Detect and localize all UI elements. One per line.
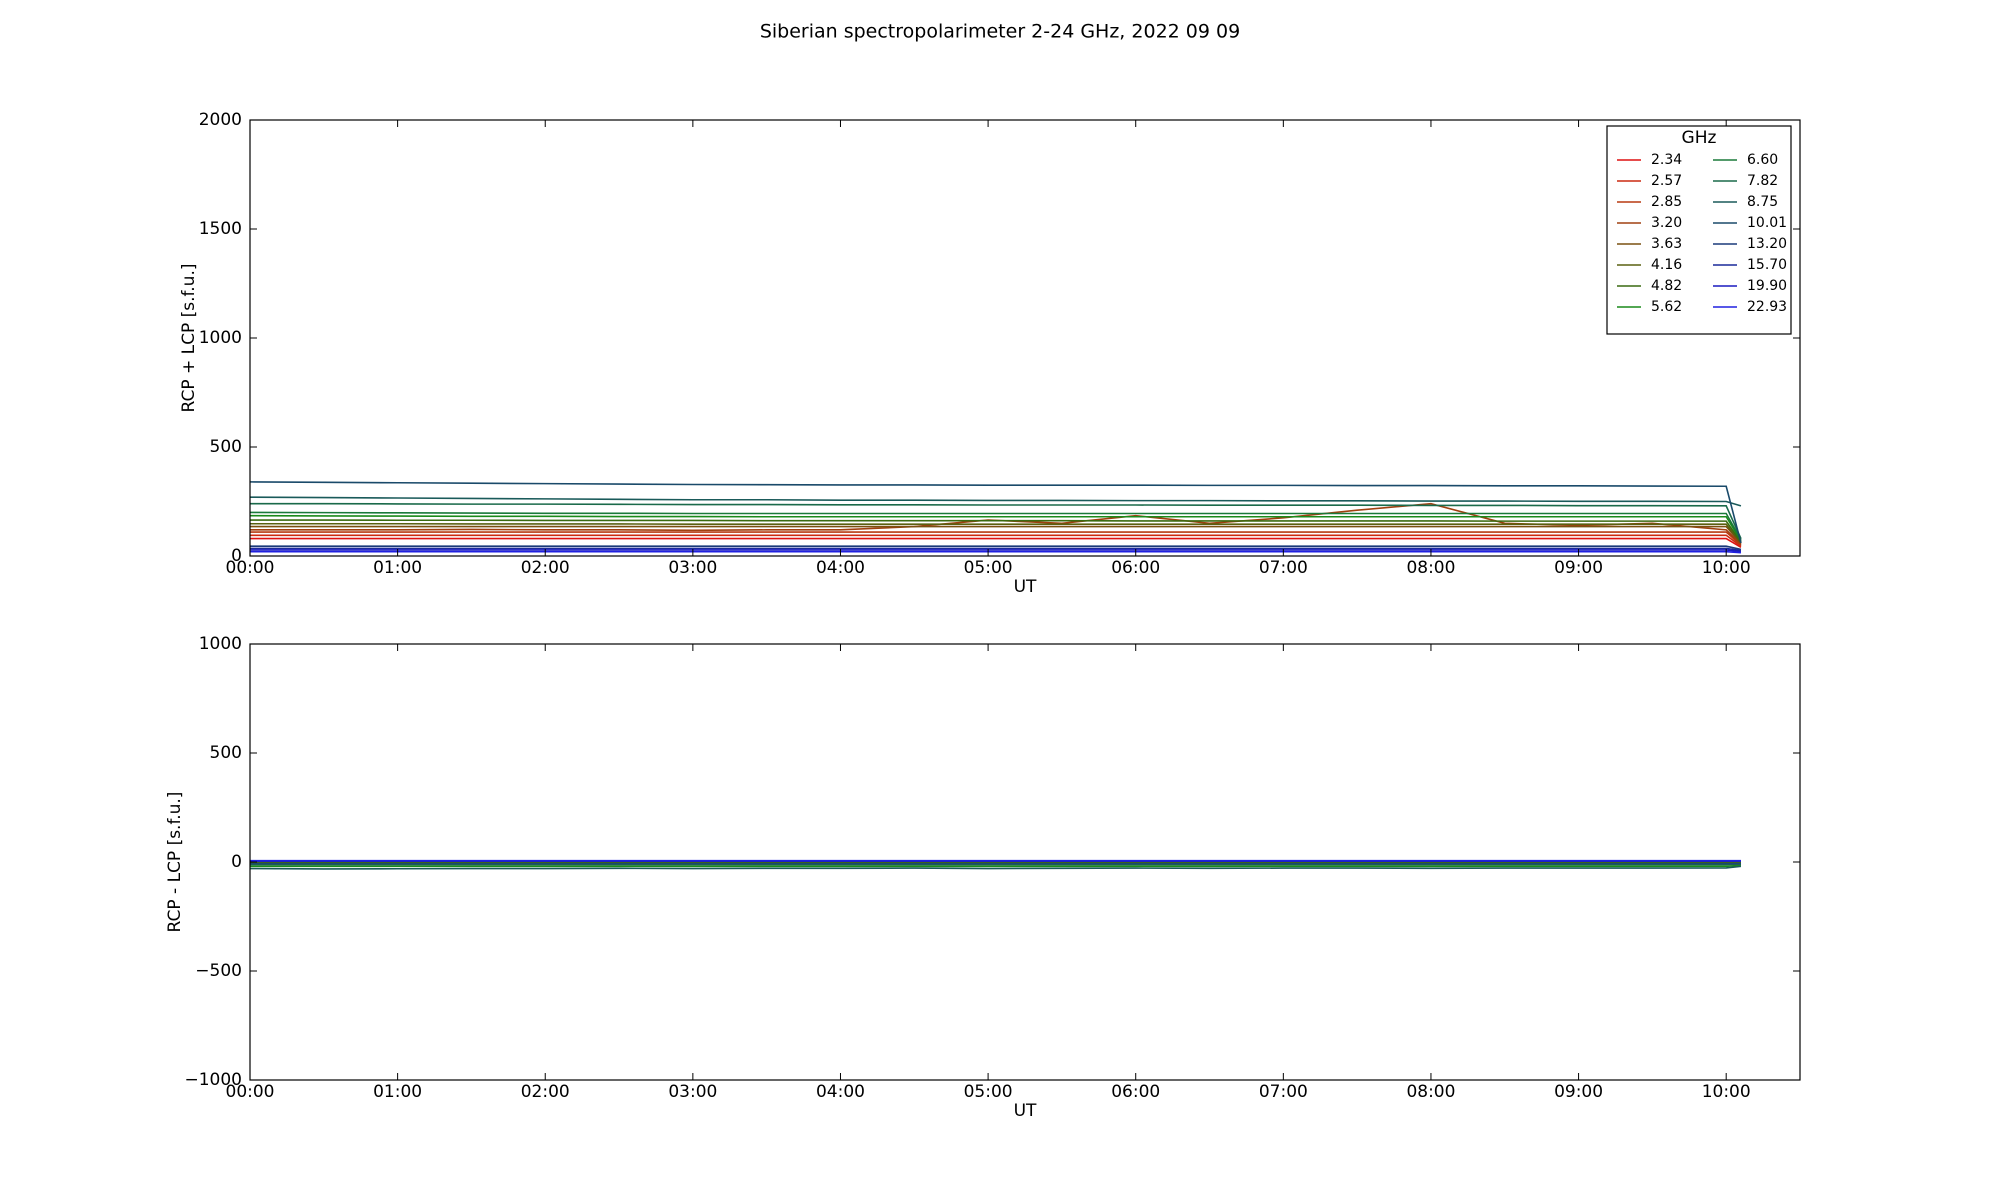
data-line xyxy=(250,545,1742,551)
data-line xyxy=(249,496,1742,507)
legend-label: 19.90 xyxy=(1747,278,1787,294)
y-tick-label: 500 xyxy=(210,437,242,457)
y-tick-label: 0 xyxy=(231,546,242,566)
x-tick-label: 09:00 xyxy=(1554,1082,1603,1102)
x-tick-label: 05:00 xyxy=(964,1082,1013,1102)
x-tick-label: 07:00 xyxy=(1259,1082,1308,1102)
x-tick-label: 06:00 xyxy=(1111,558,1160,578)
x-tick-label: 09:00 xyxy=(1554,558,1603,578)
data-line xyxy=(249,514,1742,542)
legend-label: 4.82 xyxy=(1651,278,1682,294)
y-axis-label: RCP + LCP [s.f.u.] xyxy=(179,264,199,413)
legend-label: 22.93 xyxy=(1747,299,1787,315)
x-tick-label: 01:00 xyxy=(373,1082,422,1102)
x-tick-label: 06:00 xyxy=(1111,1082,1160,1102)
data-line xyxy=(250,534,1742,547)
legend-label: 13.20 xyxy=(1747,236,1787,252)
data-line xyxy=(250,522,1742,544)
y-tick-label: 1500 xyxy=(199,219,242,239)
x-tick-label: 02:00 xyxy=(521,558,570,578)
legend-label: 6.60 xyxy=(1747,152,1778,168)
x-tick-label: 05:00 xyxy=(964,558,1013,578)
x-tick-label: 08:00 xyxy=(1406,1082,1455,1102)
y-tick-label: 2000 xyxy=(199,110,242,130)
data-line xyxy=(250,502,1742,539)
data-line xyxy=(250,864,1742,868)
legend-label: 2.57 xyxy=(1651,173,1682,189)
chart-title: Siberian spectropolarimeter 2-24 GHz, 20… xyxy=(760,21,1240,43)
data-line xyxy=(250,531,1742,546)
legend-label: 2.85 xyxy=(1651,194,1682,210)
y-tick-label: −1000 xyxy=(184,1070,242,1090)
legend-label: 10.01 xyxy=(1747,215,1787,231)
x-tick-label: 10:00 xyxy=(1702,1082,1751,1102)
data-line xyxy=(250,519,1742,543)
y-tick-label: 500 xyxy=(210,743,242,763)
y-tick-label: −500 xyxy=(195,961,242,981)
x-tick-label: 02:00 xyxy=(521,1082,570,1102)
x-tick-label: 00:00 xyxy=(226,558,275,578)
y-tick-label: 0 xyxy=(231,852,242,872)
x-tick-label: 08:00 xyxy=(1406,558,1455,578)
y-axis-label: RCP - LCP [s.f.u.] xyxy=(165,792,185,933)
y-tick-label: 1000 xyxy=(199,634,242,654)
legend-label: 2.34 xyxy=(1651,152,1682,168)
x-tick-label: 00:00 xyxy=(226,1082,275,1102)
data-line xyxy=(249,865,1742,870)
x-tick-label: 03:00 xyxy=(668,558,717,578)
data-line xyxy=(250,550,1742,554)
legend-label: 3.63 xyxy=(1651,236,1682,252)
x-tick-label: 07:00 xyxy=(1259,558,1308,578)
x-tick-label: 10:00 xyxy=(1702,558,1751,578)
data-line xyxy=(250,525,1742,544)
x-axis-label: UT xyxy=(1014,577,1037,597)
x-tick-label: 04:00 xyxy=(816,558,865,578)
legend-label: 3.20 xyxy=(1651,215,1682,231)
legend-label: 15.70 xyxy=(1747,257,1787,273)
data-line xyxy=(250,549,1742,553)
legend-label: 5.62 xyxy=(1651,299,1682,315)
data-line xyxy=(250,547,1742,552)
x-tick-label: 01:00 xyxy=(373,558,422,578)
legend-label: 4.16 xyxy=(1651,257,1682,273)
legend-label: 8.75 xyxy=(1747,194,1778,210)
x-axis-label: UT xyxy=(1014,1101,1037,1121)
legend-title: GHz xyxy=(1682,128,1717,148)
data-line xyxy=(249,511,1742,541)
legend-label: 7.82 xyxy=(1747,173,1778,189)
data-line xyxy=(250,537,1742,548)
data-line xyxy=(249,481,1742,544)
y-tick-label: 1000 xyxy=(199,328,242,348)
x-tick-label: 03:00 xyxy=(668,1082,717,1102)
x-tick-label: 04:00 xyxy=(816,1082,865,1102)
